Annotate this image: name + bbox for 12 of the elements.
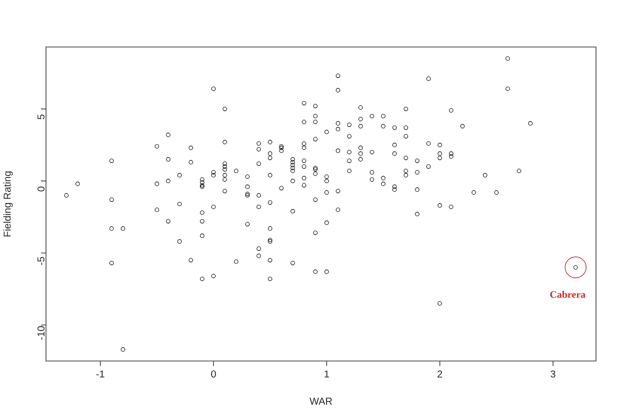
y-tick-label: 0 xyxy=(37,186,45,192)
y-tick-label: 5 xyxy=(38,114,44,120)
annotation: Cabrera xyxy=(550,290,586,298)
x-tick-label: 1 xyxy=(324,370,329,378)
y-tick-label: -10 xyxy=(37,326,45,340)
y-axis-title: Fielding Rating xyxy=(3,171,13,236)
y-tick-label: -5 xyxy=(38,256,44,265)
x-tick-label: -1 xyxy=(96,370,104,378)
x-tick-label: 3 xyxy=(550,370,556,378)
x-tick-label: 2 xyxy=(438,370,442,378)
x-tick-label: 0 xyxy=(211,370,216,378)
x-axis-title: WAR xyxy=(310,398,332,405)
